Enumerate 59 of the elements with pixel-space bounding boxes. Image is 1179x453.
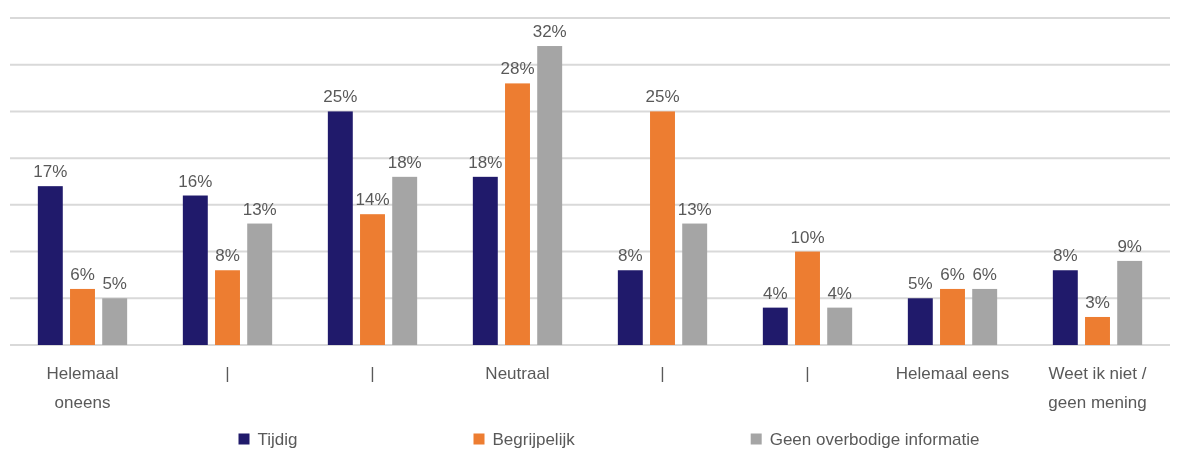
- x-tick-label: |: [805, 364, 810, 383]
- data-label: 6%: [940, 264, 965, 284]
- x-tick-label: |: [660, 364, 665, 383]
- bar: [182, 195, 208, 345]
- bar: [617, 270, 643, 345]
- data-label: 25%: [323, 87, 358, 107]
- bar: [762, 307, 788, 345]
- data-label: 8%: [215, 246, 240, 266]
- x-tick-label: Helemaal eens: [895, 364, 1010, 383]
- data-label: 8%: [1053, 246, 1078, 266]
- bar: [505, 83, 530, 345]
- data-label: 8%: [618, 246, 643, 266]
- data-label: 4%: [827, 283, 852, 303]
- bar: [1117, 260, 1143, 345]
- data-label: 10%: [790, 227, 825, 247]
- bar: [795, 251, 820, 345]
- bar: [682, 223, 708, 345]
- data-label: 17%: [33, 162, 68, 182]
- x-tick-label: Helemaal oneens: [46, 364, 119, 412]
- bar: [37, 186, 63, 345]
- data-label: 3%: [1085, 292, 1110, 312]
- legend-label: Tijdig: [257, 429, 298, 449]
- bar: [247, 223, 273, 345]
- bar: [907, 298, 933, 345]
- x-tick-label: |: [225, 364, 230, 383]
- data-label: 18%: [387, 152, 422, 172]
- data-label: 5%: [102, 274, 127, 294]
- bar: [327, 111, 353, 345]
- data-label: 32%: [532, 22, 567, 42]
- bar: [1085, 316, 1110, 345]
- bar: [1052, 270, 1078, 345]
- data-label: 9%: [1117, 236, 1142, 256]
- data-label: 6%: [972, 264, 997, 284]
- data-label: 6%: [70, 264, 95, 284]
- bar: [102, 298, 128, 345]
- data-label: 18%: [468, 152, 503, 172]
- legend-label: Begrijpelijk: [492, 429, 576, 449]
- x-tick-label: Neutraal: [485, 364, 550, 383]
- bar: [537, 46, 563, 345]
- data-label: 16%: [178, 171, 213, 191]
- data-label: 25%: [645, 87, 680, 107]
- bar: [392, 176, 418, 345]
- bar: [360, 214, 385, 345]
- data-label: 28%: [500, 59, 535, 79]
- data-label: 4%: [763, 283, 788, 303]
- bar: [972, 288, 998, 345]
- bar: [650, 111, 675, 345]
- bar: [70, 288, 95, 345]
- bar: [827, 307, 853, 345]
- data-label: 14%: [355, 190, 390, 210]
- bar: [472, 176, 498, 345]
- bar: [215, 270, 240, 345]
- data-label: 5%: [908, 274, 933, 294]
- legend-label: Geen overbodige informatie: [769, 429, 980, 449]
- data-label: 13%: [242, 199, 277, 219]
- x-tick-label: |: [370, 364, 375, 383]
- data-label: 13%: [677, 199, 712, 219]
- x-tick-label: Weet ik niet / geen mening: [1048, 364, 1147, 412]
- bar: [940, 288, 965, 345]
